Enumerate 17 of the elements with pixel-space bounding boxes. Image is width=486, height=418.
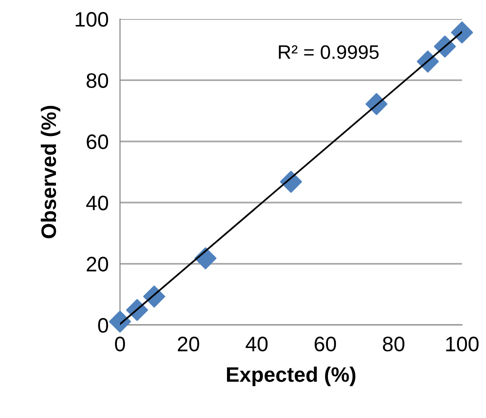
x-tick-label: 20 (178, 336, 200, 352)
y-tick-label: 0 (98, 318, 108, 333)
point (451, 21, 473, 44)
x-tick-label: 60 (314, 336, 336, 352)
x-tick-label: 0 (115, 336, 125, 352)
y-tick-label: 20 (86, 256, 108, 272)
y-tick-label: 80 (86, 73, 108, 88)
point (109, 310, 131, 333)
x-tick-label: 80 (382, 336, 404, 352)
x-axis-title: Expected (%) (226, 366, 356, 386)
y-tick-label: 100 (76, 12, 108, 27)
x-tick-label: 40 (246, 336, 268, 352)
y-tick-label: 60 (86, 134, 108, 150)
y-tick-label: 40 (86, 196, 108, 210)
annotation: R² = 0.9995 (278, 45, 379, 59)
x-tick-label: 100 (446, 336, 479, 352)
y-axis-title: Observed (%) (40, 106, 60, 238)
